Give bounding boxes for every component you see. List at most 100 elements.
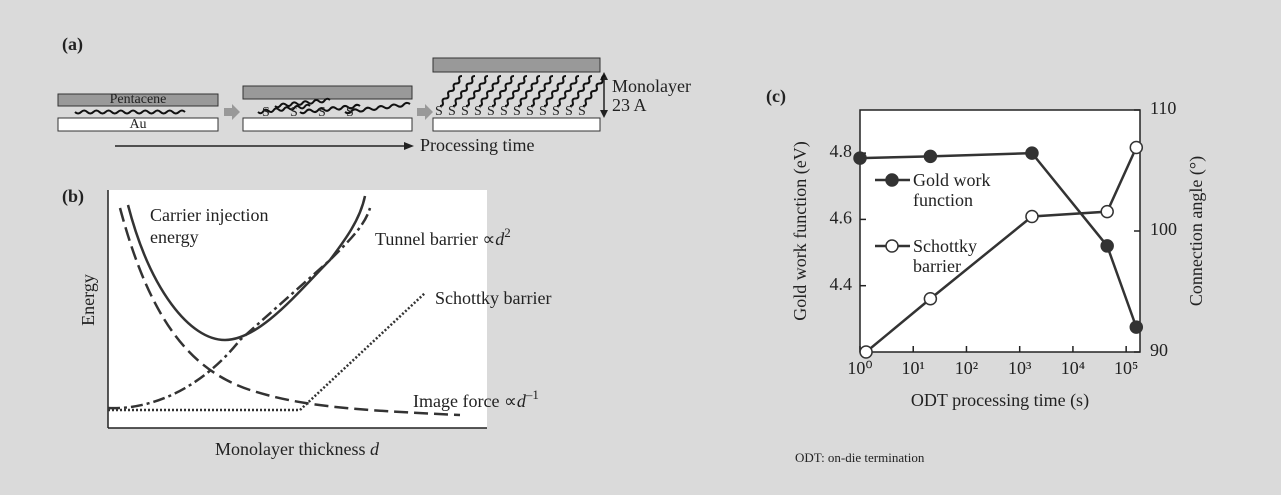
molecule-chain: [543, 75, 567, 107]
molecule-chain: [465, 75, 489, 107]
symbol: d: [495, 229, 505, 249]
point: [923, 292, 938, 306]
panel-label: (a): [62, 34, 83, 55]
sulfur-label: S: [552, 104, 560, 119]
x-tick-label: 10³: [1008, 358, 1032, 378]
sulfur-label: S: [435, 104, 443, 119]
molecule-chain: [299, 103, 361, 115]
tunnel-curve: [107, 207, 372, 410]
plot-area: [108, 190, 487, 428]
curve-label: energy: [150, 227, 199, 247]
point: [1025, 209, 1039, 224]
layer-label: Au: [129, 117, 146, 132]
x-tick-label: 10⁰: [847, 358, 872, 378]
point: [1100, 204, 1114, 219]
y-tick-label: 4.4: [830, 274, 853, 294]
gold-layer: [57, 117, 219, 132]
point: [1100, 239, 1114, 253]
arrow-head: [600, 110, 608, 118]
molecule-chain: [74, 109, 186, 115]
sulfur-label: S: [318, 105, 326, 120]
schottky-curve: [108, 292, 426, 412]
sulfur-label: S: [487, 104, 495, 119]
y-axis-label: Energy: [78, 274, 98, 326]
curve-label-text: Image force ∝: [413, 391, 517, 411]
panel-label: (b): [62, 186, 84, 207]
point: [923, 149, 938, 164]
pentacene-layer: [242, 85, 413, 100]
molecule-chain: [504, 75, 528, 107]
gold-layer: [242, 117, 413, 132]
sulfur-label: S: [474, 104, 482, 119]
step-arrow: [417, 104, 433, 120]
y2-tick-label: 90: [1150, 340, 1168, 360]
molecule-chain: [556, 75, 580, 107]
point: [1025, 146, 1039, 160]
x-axis-label: Monolayer thickness d: [215, 439, 380, 459]
x-tick-label: 10²: [955, 358, 978, 378]
y-axis-label: Gold work function (eV): [790, 141, 811, 320]
point: [1129, 320, 1144, 334]
x-tick-label: 10⁵: [1114, 358, 1138, 378]
molecule-chain: [257, 103, 311, 115]
legend-marker: [885, 173, 899, 187]
monolayer-label: Monolayer: [612, 76, 691, 96]
arrow-head: [404, 142, 414, 150]
sulfur-label: S: [461, 104, 469, 119]
y2-axis-label: Connection angle (°): [1186, 156, 1207, 306]
gold-layer: [432, 117, 601, 132]
point: [1129, 140, 1144, 155]
sulfur-label: S: [526, 104, 534, 119]
curve-label: Carrier injection: [150, 205, 268, 225]
molecule-chain: [517, 75, 541, 107]
sulfur-label: S: [262, 105, 270, 120]
sulfur-label: S: [500, 104, 508, 119]
molecule-chain: [274, 97, 331, 109]
step-arrow: [224, 104, 240, 120]
molecule-chain: [452, 75, 476, 107]
molecule-chain: [582, 75, 606, 107]
layer-label: Pentacene: [110, 92, 167, 107]
sulfur-label: S: [513, 104, 521, 119]
plot-area: [860, 110, 1140, 352]
curve-label-text: Tunnel barrier ∝: [375, 229, 495, 249]
molecule-chain: [530, 75, 554, 107]
y-tick-label: 4.6: [830, 208, 853, 228]
y2-tick-label: 100: [1150, 219, 1177, 239]
molecule-chain: [478, 75, 502, 107]
legend-label: Schottky barrier: [913, 236, 978, 276]
superscript: –1: [525, 387, 539, 402]
legend-label: Gold work function: [913, 170, 991, 210]
injection-curve: [126, 195, 367, 342]
x-tick-label: 10⁴: [1061, 358, 1085, 378]
molecule-chain: [491, 75, 515, 107]
sulfur-label: S: [346, 105, 354, 120]
pentacene-layer: [57, 93, 219, 107]
y2-tick-label: 110: [1150, 98, 1176, 118]
sulfur-label: S: [539, 104, 547, 119]
symbol: d: [370, 439, 380, 459]
point: [853, 151, 867, 165]
sulfur-label: S: [565, 104, 573, 119]
panel-label: (c): [766, 86, 786, 107]
legend-marker: [885, 239, 899, 253]
pentacene-layer: [432, 57, 601, 73]
image-force-curve: [118, 207, 461, 417]
curve-label: Schottky barrier: [435, 288, 551, 308]
time-label: Processing time: [420, 135, 535, 155]
point: [859, 345, 873, 359]
thickness-label: 23 A: [612, 95, 647, 115]
symbol: d: [517, 391, 527, 411]
curve-label: Tunnel barrier ∝d2: [375, 225, 511, 249]
sulfur-label: S: [578, 104, 586, 119]
curve-label: Image force ∝d–1: [413, 387, 539, 411]
superscript: 2: [504, 225, 511, 240]
y-tick-label: 4.8: [830, 141, 853, 161]
x-axis-label: ODT processing time (s): [911, 390, 1089, 411]
sulfur-label: S: [448, 104, 456, 119]
x-axis-label-text: Monolayer thickness: [215, 439, 370, 459]
molecule-chain: [569, 75, 593, 107]
molecule-chain: [439, 75, 463, 107]
